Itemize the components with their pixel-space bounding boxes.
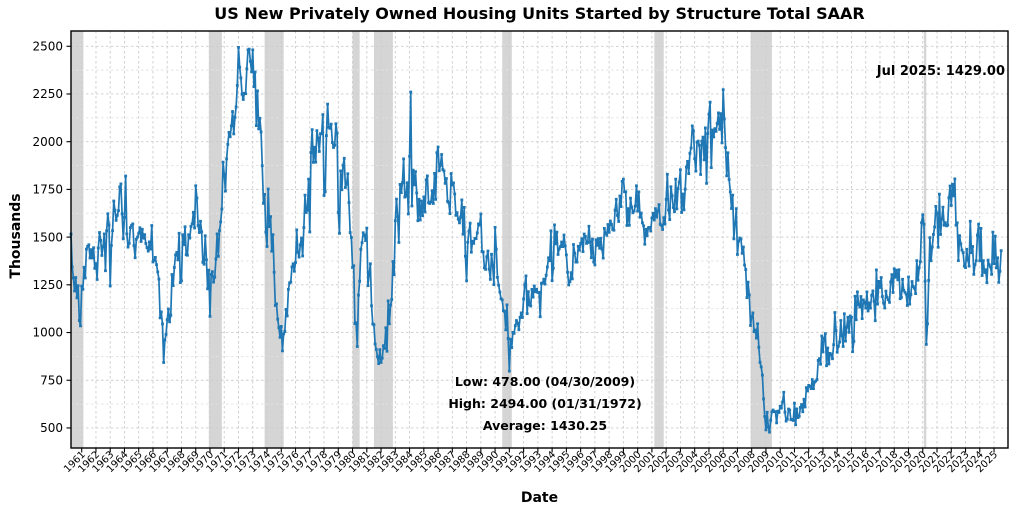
high-annotation: High: 2494.00 (01/31/1972): [448, 396, 642, 411]
y-tick-label: 2500: [32, 39, 63, 53]
low-annotation: Low: 478.00 (04/30/2009): [454, 374, 636, 389]
y-tick-label: 1750: [32, 183, 63, 197]
x-axis-label: Date: [520, 490, 559, 506]
recession-band: [502, 31, 512, 448]
recession-band: [71, 31, 84, 448]
y-tick-label: 750: [40, 373, 63, 387]
recession-band: [373, 31, 393, 448]
axes-frame: [70, 30, 1009, 449]
y-tick-label: 1250: [32, 278, 63, 292]
recession-band: [654, 31, 664, 448]
recession-band: [352, 31, 360, 448]
latest-value-annotation: Jul 2025: 1429.00: [876, 64, 1005, 79]
recession-band: [750, 31, 772, 448]
y-tick-label: 1000: [32, 326, 63, 340]
y-tick-label: 1500: [32, 230, 63, 244]
average-annotation: Average: 1430.25: [482, 418, 608, 433]
recession-band: [264, 31, 284, 448]
chart-title: US New Privately Owned Housing Units Sta…: [214, 4, 865, 23]
y-tick-label: 500: [40, 421, 63, 435]
y-tick-label: 2250: [32, 87, 63, 101]
stats-annotation: Low: 478.00 (04/30/2009) High: 2494.00 (…: [295, 371, 795, 437]
y-tick-label: 2000: [32, 135, 63, 149]
recession-band: [208, 31, 222, 448]
y-axis-label: Thousands: [8, 193, 24, 279]
